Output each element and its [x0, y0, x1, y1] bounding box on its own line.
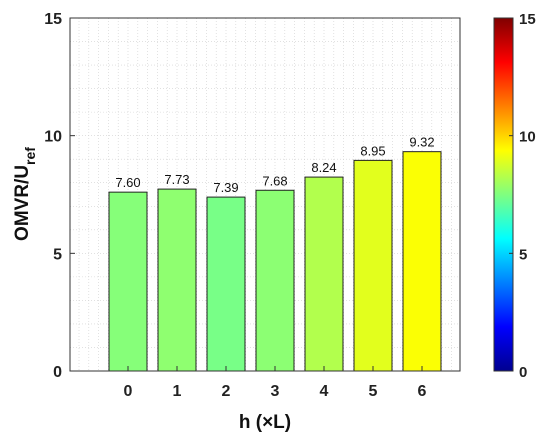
x-tick-label: 0 [124, 383, 133, 400]
colorbar-tick-label: 10 [519, 129, 536, 146]
data-label-2: 7.39 [213, 180, 238, 195]
bars-group [108, 151, 442, 372]
y-axis-title: OMVR/Uref [12, 147, 38, 241]
x-tick-label: 6 [418, 383, 427, 400]
y-tick-label: 5 [53, 246, 62, 263]
x-tick-label: 2 [222, 383, 231, 400]
y-tick-label: 0 [53, 364, 62, 381]
colorbar-tick-label: 15 [519, 11, 536, 28]
x-axis-title: h (×L) [239, 412, 291, 433]
plot-frame [69, 17, 461, 372]
colorbar-tick-label: 5 [519, 246, 527, 263]
y-axis-title-subscript: ref [22, 147, 38, 165]
data-label-6: 9.32 [409, 135, 434, 150]
bar-3 [255, 189, 295, 372]
colorbar [493, 17, 514, 372]
x-axis-ticks: 0 1 2 3 4 5 6 [124, 366, 427, 400]
y-axis-title-main: OMVR/U [12, 165, 33, 241]
data-label-1: 7.73 [164, 172, 189, 187]
bar-5 [353, 159, 393, 372]
bar-6 [402, 151, 442, 372]
bar-4 [304, 176, 344, 372]
colorbar-ticks: 0 5 10 15 [509, 11, 536, 381]
x-tick-label: 4 [320, 383, 329, 400]
x-tick-label: 3 [271, 383, 280, 400]
y-tick-label: 15 [44, 11, 62, 28]
bar-2 [206, 196, 246, 372]
data-label-5: 8.95 [360, 143, 385, 158]
colorbar-tick-label: 0 [519, 364, 527, 381]
data-label-0: 7.60 [115, 175, 140, 190]
x-tick-label: 1 [173, 383, 182, 400]
data-label-3: 7.68 [262, 173, 287, 188]
x-tick-label: 5 [369, 383, 378, 400]
data-label-4: 8.24 [311, 160, 336, 175]
y-tick-label: 10 [44, 129, 62, 146]
bar-0 [108, 191, 148, 372]
bar-1 [157, 188, 197, 372]
y-axis-ticks: 0 5 10 15 [44, 11, 75, 381]
data-labels-group: 7.60 7.73 7.39 7.68 8.24 8.95 9.32 [115, 135, 434, 195]
